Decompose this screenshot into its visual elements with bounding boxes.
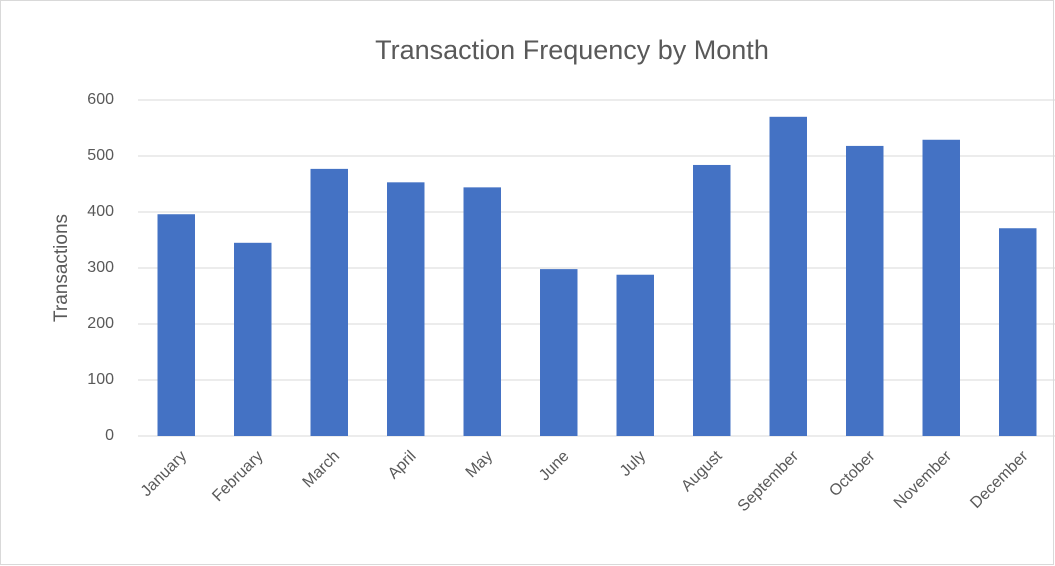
y-tick-label: 200 bbox=[87, 315, 114, 332]
bar bbox=[616, 274, 654, 436]
bar bbox=[234, 242, 272, 436]
bar bbox=[999, 228, 1037, 436]
y-tick-label: 100 bbox=[87, 371, 114, 388]
bar bbox=[922, 139, 960, 436]
bar bbox=[310, 168, 348, 436]
bar bbox=[693, 164, 731, 436]
y-tick-label: 600 bbox=[87, 91, 114, 108]
bar bbox=[387, 182, 425, 436]
bar bbox=[463, 187, 501, 436]
bar bbox=[157, 214, 195, 436]
y-tick-label: 0 bbox=[105, 427, 114, 444]
y-tick-label: 400 bbox=[87, 203, 114, 220]
y-axis-title: Transactions bbox=[51, 214, 72, 322]
chart-title: Transaction Frequency by Month bbox=[375, 35, 769, 65]
bar bbox=[846, 145, 884, 437]
y-tick-label: 300 bbox=[87, 259, 114, 276]
bar bbox=[540, 269, 578, 436]
y-tick-label: 500 bbox=[87, 147, 114, 164]
bar bbox=[769, 116, 807, 437]
